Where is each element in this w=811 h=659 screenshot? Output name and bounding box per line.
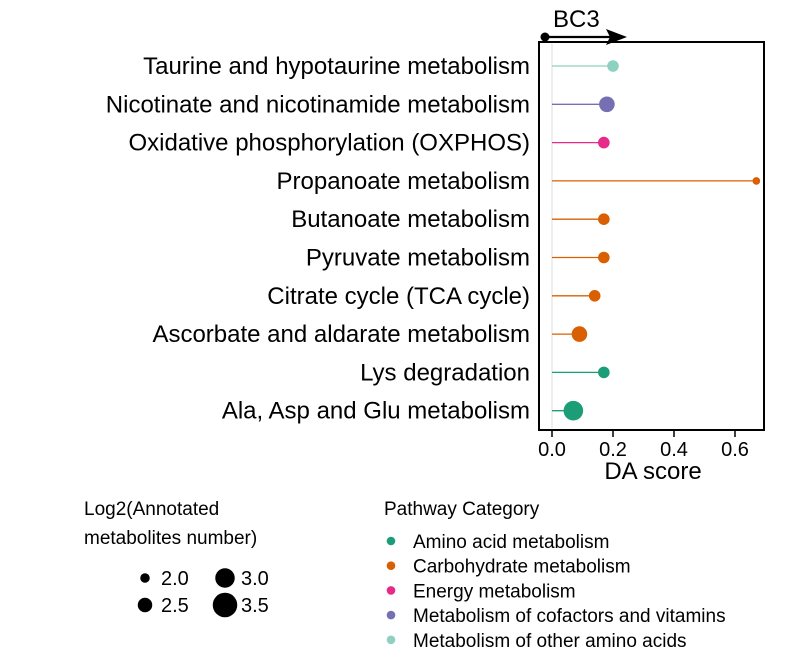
pathway-label: Pyruvate metabolism [306, 245, 530, 272]
size-legend-dot [215, 568, 235, 588]
size-legend-label: 2.0 [161, 568, 189, 590]
pathway-labels: Taurine and hypotaurine metabolism Nicoti… [106, 53, 530, 425]
pathway-label: Propanoate metabolism [277, 168, 530, 195]
color-legend-title: Pathway Category [384, 499, 540, 520]
size-legend-title-line-2: metabolites number) [84, 528, 257, 549]
x-tick-label: 0.6 [721, 439, 749, 461]
size-legend: Log2(Annotated metabolites number) 2.0 3.… [84, 499, 269, 618]
pathway-label: Oxidative phosphorylation (OXPHOS) [128, 130, 530, 157]
panel-title: BC3 [553, 6, 600, 33]
lollipop-dot [607, 60, 619, 72]
pathway-label: Ascorbate and aldarate metabolism [152, 321, 530, 348]
lollipop-dot [599, 96, 615, 113]
size-legend-title-line-1: Log2(Annotated [84, 499, 219, 520]
x-axis-title: DA score [604, 458, 701, 485]
pathway-label: Lys degradation [360, 359, 530, 386]
plot-frame [538, 41, 765, 431]
category-legend-label: Carbohydrate metabolism [413, 557, 631, 578]
lollipop-dot [598, 251, 610, 264]
category-legend-label: Metabolism of other amino acids [413, 631, 687, 652]
size-legend-dot [212, 592, 238, 618]
x-tick-label: 0.4 [660, 439, 688, 461]
category-legend-label: Metabolism of cofactors and vitamins [413, 606, 726, 627]
category-legend-label: Energy metabolism [413, 581, 576, 602]
panel-header: BC3 [540, 6, 627, 45]
size-legend-dot [137, 597, 153, 613]
lollipop-dot [588, 290, 601, 302]
category-color-dot [386, 586, 396, 595]
lollipop-stems [552, 65, 757, 412]
lollipop-dot [752, 177, 761, 185]
category-color-dot [386, 561, 396, 570]
lollipop-dot [563, 400, 584, 421]
lollipop-dots [563, 60, 761, 421]
lollipop-dot [598, 213, 610, 225]
color-legend: Pathway Category Amino acid metabolism Ca… [384, 499, 726, 652]
x-tick-label: 0.0 [538, 439, 566, 461]
pathway-label: Nicotinate and nicotinamide metabolism [106, 91, 530, 118]
category-color-dot [386, 536, 396, 546]
category-color-dot [386, 635, 396, 645]
category-color-dot [386, 610, 396, 620]
size-legend-dot [140, 573, 150, 583]
pathway-label: Citrate cycle (TCA cycle) [267, 283, 530, 310]
pathway-label: Taurine and hypotaurine metabolism [143, 53, 530, 80]
lollipop-dot [598, 366, 610, 379]
pathway-label: Butanoate metabolism [291, 206, 530, 233]
pathway-label: Ala, Asp and Glu metabolism [222, 398, 530, 425]
size-legend-label: 3.0 [241, 568, 269, 590]
x-axis: 0.0 0.2 0.4 0.6 [538, 430, 749, 461]
category-legend-label: Amino acid metabolism [413, 532, 609, 553]
size-legend-label: 2.5 [161, 595, 189, 617]
size-legend-label: 3.5 [241, 595, 269, 617]
lollipop-dot [598, 136, 610, 149]
x-tick-label: 0.2 [599, 439, 627, 461]
lollipop-dot [571, 326, 588, 342]
